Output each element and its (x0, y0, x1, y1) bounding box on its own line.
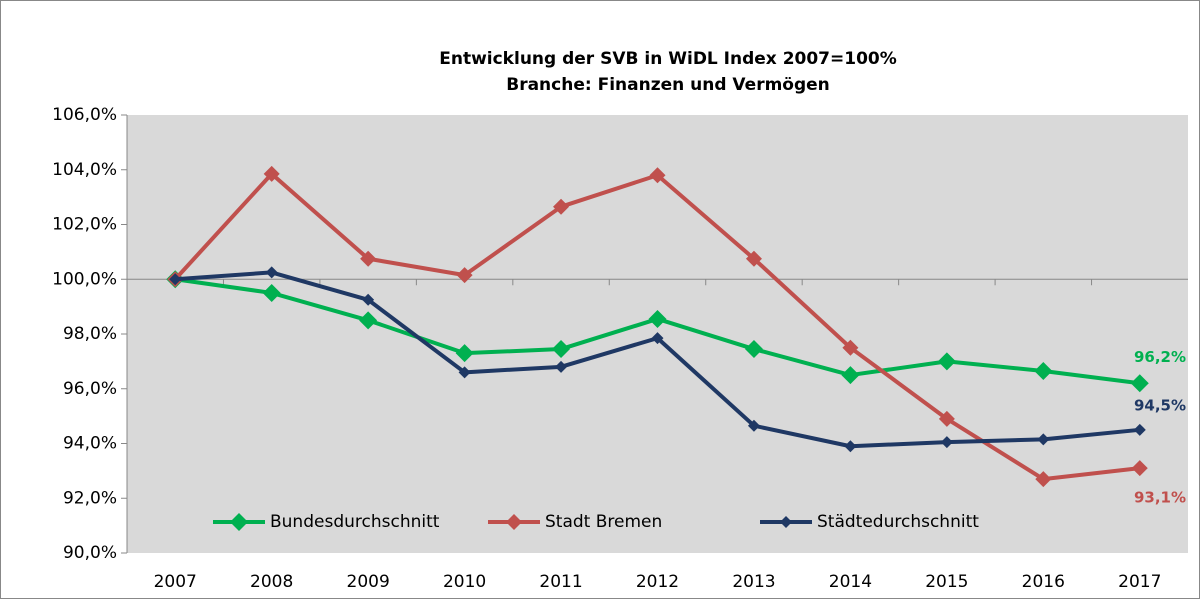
chart-subtitle: Branche: Finanzen und Vermögen (506, 75, 830, 95)
data-label: 94,5% (1134, 396, 1186, 414)
x-tick-label: 2008 (250, 572, 293, 592)
y-tick-label: 92,0% (63, 488, 117, 508)
marker (362, 293, 375, 306)
marker (555, 360, 568, 373)
marker (455, 344, 474, 363)
marker (360, 250, 377, 267)
y-tick-label: 106,0% (52, 105, 117, 125)
data-label: 93,1% (1134, 489, 1186, 507)
legend-marker (230, 513, 248, 531)
marker (744, 340, 763, 359)
marker (649, 167, 666, 184)
y-tick-label: 96,0% (63, 379, 117, 399)
marker (1035, 471, 1052, 488)
marker (553, 198, 570, 215)
marker (265, 266, 278, 279)
marker (1037, 433, 1050, 446)
y-tick-label: 100,0% (52, 269, 117, 289)
x-tick-label: 2017 (1118, 572, 1161, 592)
data-label: 96,2% (1134, 348, 1186, 366)
x-tick-label: 2012 (636, 572, 679, 592)
legend-label: Stadt Bremen (545, 512, 662, 532)
marker (938, 410, 955, 427)
marker (552, 340, 571, 359)
y-tick-label: 98,0% (63, 324, 117, 344)
marker (844, 440, 857, 453)
marker (359, 311, 378, 330)
marker (458, 366, 471, 379)
marker (1131, 460, 1148, 477)
marker (937, 352, 956, 371)
x-tick-label: 2015 (925, 572, 968, 592)
marker (842, 339, 859, 356)
marker (745, 250, 762, 267)
marker (1133, 423, 1146, 436)
marker (169, 273, 182, 286)
x-tick-label: 2013 (732, 572, 775, 592)
y-tick-label: 102,0% (52, 215, 117, 235)
marker (1034, 361, 1053, 380)
marker (456, 267, 473, 284)
x-tick-label: 2007 (154, 572, 197, 592)
x-tick-label: 2014 (829, 572, 872, 592)
x-tick-label: 2009 (347, 572, 390, 592)
legend-label: Städtedurchschnitt (817, 512, 979, 532)
marker (648, 309, 667, 328)
legend-marker (506, 514, 522, 530)
y-tick-label: 104,0% (52, 160, 117, 180)
marker (1130, 374, 1149, 393)
y-tick-label: 90,0% (63, 543, 117, 563)
y-tick-label: 94,0% (63, 434, 117, 454)
legend-label: Bundesdurchschnitt (270, 512, 440, 532)
marker (262, 283, 281, 302)
legend-marker (780, 516, 792, 528)
x-tick-label: 2010 (443, 572, 486, 592)
x-tick-label: 2016 (1022, 572, 1065, 592)
chart-title: Entwicklung der SVB in WiDL Index 2007=1… (439, 49, 897, 69)
marker (651, 332, 664, 345)
x-tick-label: 2011 (539, 572, 582, 592)
marker (841, 366, 860, 385)
marker (747, 419, 760, 432)
marker (263, 165, 280, 182)
marker (940, 436, 953, 449)
